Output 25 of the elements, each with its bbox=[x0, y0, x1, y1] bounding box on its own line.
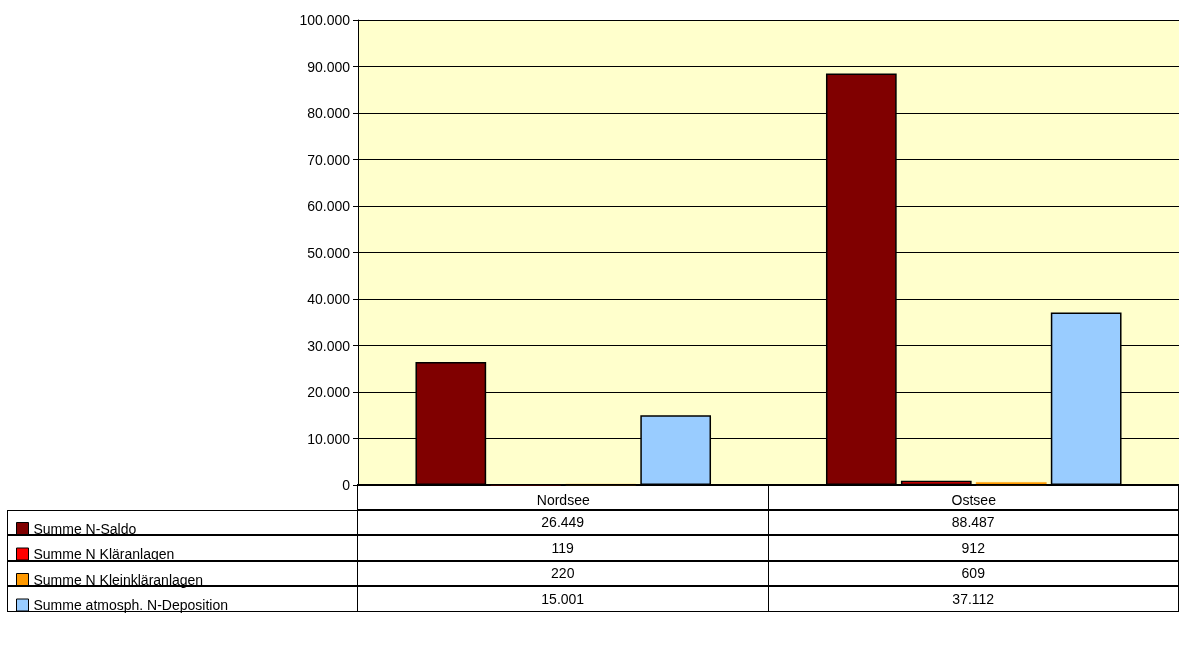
legend-label: Summe N-Saldo bbox=[33, 520, 137, 537]
y-tick-label: 30.000 bbox=[307, 337, 351, 354]
y-tick-label: 20.000 bbox=[307, 384, 351, 400]
data-label: 26.449 bbox=[357, 509, 769, 535]
x-tick-label: Ostsee bbox=[951, 492, 997, 508]
x-tick-label: Nordsee bbox=[536, 492, 590, 508]
y-tick-label: 40.000 bbox=[307, 291, 351, 307]
data-label: 15.001 bbox=[357, 586, 769, 612]
y-tick-label: 60.000 bbox=[307, 198, 351, 214]
data-label: 119 bbox=[357, 535, 769, 561]
y-tick-label: 0 bbox=[342, 477, 351, 493]
data-label: 609 bbox=[767, 560, 1179, 586]
legend-label: Summe N Kleinkläranlagen bbox=[33, 571, 204, 588]
data-label: 37.112 bbox=[767, 586, 1179, 612]
y-tick-label: 70.000 bbox=[307, 151, 351, 168]
data-label: 88.487 bbox=[767, 509, 1179, 535]
y-tick-label: 80.000 bbox=[307, 105, 351, 121]
data-label: 912 bbox=[767, 535, 1179, 561]
legend-label: Summe N Kläranlagen bbox=[33, 546, 175, 562]
legend-label: Summe atmosph. N-Deposition bbox=[33, 597, 229, 613]
y-tick-label: 10.000 bbox=[307, 430, 351, 447]
y-tick-label: 50.000 bbox=[307, 244, 351, 261]
y-tick-label: 100.000 bbox=[299, 12, 351, 28]
y-tick-label: 90.000 bbox=[307, 58, 351, 75]
data-label: 220 bbox=[357, 560, 769, 586]
